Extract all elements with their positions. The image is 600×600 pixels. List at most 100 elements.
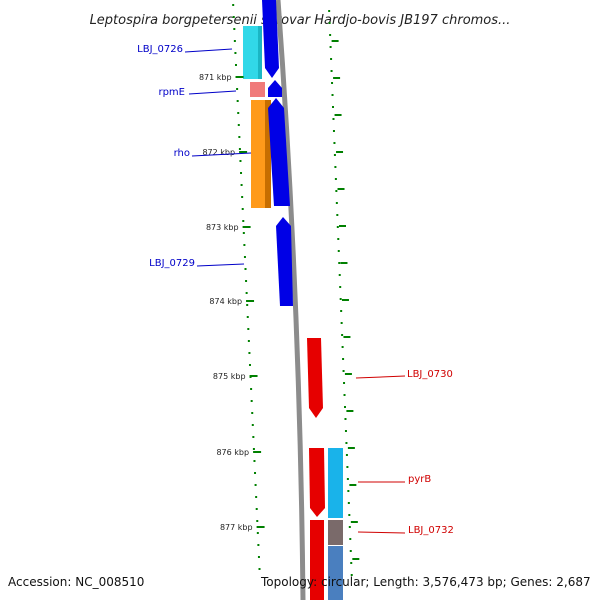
reverse-cog-track	[328, 448, 343, 600]
track-dot	[349, 538, 352, 540]
track-dot	[336, 226, 339, 228]
track-dot	[346, 478, 349, 480]
track-dot	[254, 484, 257, 486]
track-dot	[341, 334, 344, 336]
track-dot	[233, 40, 236, 42]
track-dot	[330, 70, 333, 72]
track-dot	[233, 28, 236, 30]
forward-strand-genes	[262, 0, 293, 306]
reverse-strand-genes	[307, 338, 325, 600]
track-dash	[352, 558, 360, 560]
track-dot	[234, 52, 237, 54]
track-dot	[247, 328, 250, 330]
accession-text: Accession: NC_008510	[8, 575, 144, 589]
track-dash	[350, 521, 358, 523]
track-dot	[333, 142, 336, 144]
track-dash	[336, 151, 344, 153]
track-dot	[342, 358, 345, 360]
track-dot	[344, 430, 347, 432]
track-dot	[247, 340, 250, 342]
track-dash	[340, 262, 348, 264]
track-dot	[250, 388, 253, 390]
track-dot	[238, 148, 241, 150]
tick-mark	[235, 76, 244, 78]
feature-track-dots	[232, 4, 360, 576]
track-dot	[339, 286, 342, 288]
cog-block-lbj0726-shade	[258, 26, 262, 79]
gene-leader-line	[357, 531, 406, 534]
tick-mark	[249, 375, 258, 377]
track-dash	[346, 410, 354, 412]
track-dot	[350, 574, 353, 576]
track-dot	[256, 532, 259, 534]
track-dot	[334, 166, 337, 168]
track-dot	[331, 94, 334, 96]
track-dot	[258, 568, 261, 570]
tick-label: 876 kbp	[216, 448, 249, 457]
track-dot	[243, 256, 246, 258]
track-dot	[242, 220, 245, 222]
track-dot	[340, 322, 343, 324]
track-dash	[349, 484, 357, 486]
gene-arrow-rpmE	[268, 80, 282, 97]
track-dot	[243, 244, 246, 246]
track-dot	[342, 370, 345, 372]
gene-label: pyrB	[408, 474, 431, 485]
track-dot	[331, 82, 334, 84]
track-dot	[251, 412, 254, 414]
track-dot	[344, 406, 346, 408]
topology-text: Topology: circular; Length: 3,576,473 bp…	[260, 575, 591, 589]
gene-arrow-pyrB	[309, 448, 325, 517]
track-dot	[246, 304, 249, 306]
gene-labels: LBJ_0726 rpmE rho LBJ_0729 LBJ_0730 pyrB LBJ_0…	[137, 44, 454, 536]
cog-block-rpmE	[250, 82, 265, 97]
track-dot	[337, 238, 340, 240]
track-dot	[237, 124, 240, 126]
gene-label: rpmE	[158, 87, 185, 98]
track-dot	[234, 64, 237, 66]
cog-block-rho-shade	[265, 100, 271, 208]
tick-label: 874 kbp	[209, 297, 242, 306]
track-dot	[332, 130, 335, 132]
track-dot	[350, 562, 353, 564]
gene-label: LBJ_0726	[137, 44, 183, 55]
tick-mark	[239, 151, 248, 153]
track-dash	[341, 299, 349, 301]
track-dot	[337, 250, 340, 252]
track-dot	[255, 508, 258, 510]
track-dot	[346, 466, 349, 468]
track-dot	[244, 268, 247, 270]
gene-leader-line	[191, 152, 252, 157]
tick-label: 871 kbp	[199, 73, 232, 82]
track-dot	[335, 202, 338, 204]
gene-arrow-rho	[268, 98, 290, 206]
track-dot	[338, 274, 341, 276]
track-dot	[340, 310, 343, 312]
track-dot	[255, 496, 258, 498]
track-dot	[329, 46, 332, 48]
track-dot	[336, 214, 339, 216]
track-dot	[253, 460, 256, 462]
track-dash	[334, 114, 342, 116]
track-dot	[245, 292, 248, 294]
track-dot	[250, 400, 253, 402]
gene-arrow-lbj0726	[262, 0, 279, 78]
tick-label: 873 kbp	[206, 223, 239, 232]
track-dot	[254, 472, 257, 474]
track-dot	[339, 298, 342, 300]
track-dot	[343, 382, 346, 384]
track-dot	[345, 442, 348, 444]
gene-leader-line	[184, 48, 233, 53]
tick-label: 875 kbp	[213, 372, 246, 381]
track-dash	[343, 336, 351, 338]
track-dot	[341, 346, 344, 348]
tick-label: 877 kbp	[220, 523, 253, 532]
track-dot	[343, 394, 346, 396]
cog-block-lbj0726	[243, 26, 262, 79]
track-dot	[238, 136, 241, 138]
track-dot	[328, 22, 331, 24]
gene-label: LBJ_0730	[407, 369, 453, 380]
forward-cog-track	[243, 26, 271, 208]
track-dot	[239, 160, 242, 162]
